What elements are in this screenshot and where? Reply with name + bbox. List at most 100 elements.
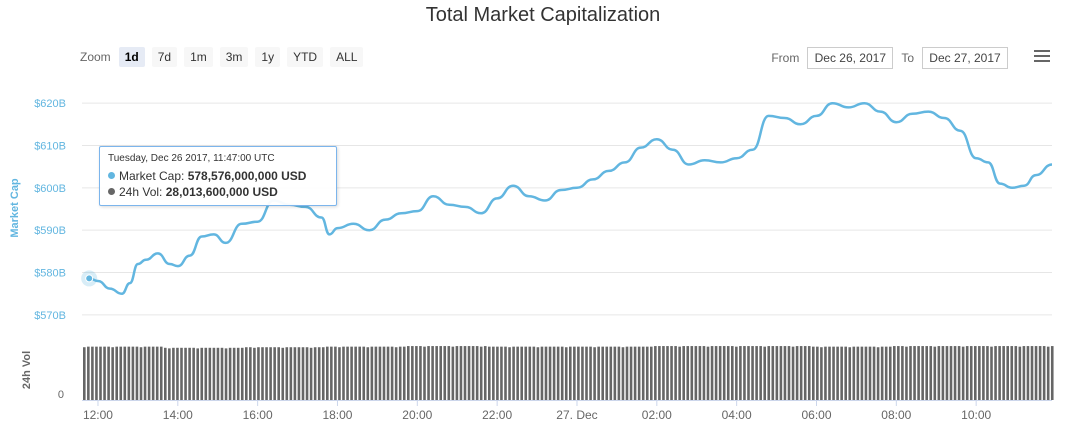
- x-tick-label: 20:00: [402, 408, 432, 422]
- volume-bar: [844, 346, 847, 400]
- from-date-input[interactable]: Dec 26, 2017: [807, 47, 894, 69]
- to-date-input[interactable]: Dec 27, 2017: [922, 47, 1008, 69]
- x-tick-label: 16:00: [243, 408, 273, 422]
- volume-bar: [820, 347, 823, 400]
- volume-bar: [1022, 346, 1026, 400]
- volume-bar: [1002, 346, 1005, 400]
- y-tick-label: $570B: [34, 310, 66, 322]
- volume-bar: [212, 347, 216, 400]
- volume-bar: [848, 347, 852, 400]
- volume-bar: [621, 347, 625, 400]
- zoom-button-all[interactable]: ALL: [330, 47, 364, 67]
- volume-bar: [654, 346, 657, 400]
- volume-bar: [305, 347, 309, 400]
- volume-bar: [309, 347, 313, 400]
- volume-bar: [662, 346, 665, 400]
- volume-bar: [471, 346, 475, 400]
- volume-bar: [937, 346, 941, 400]
- from-label: From: [771, 51, 800, 65]
- volume-bar: [629, 346, 633, 400]
- volume-bar: [103, 346, 106, 400]
- volume-bar: [164, 347, 167, 400]
- volume-bar: [435, 346, 438, 400]
- volume-bar: [998, 346, 1001, 400]
- volume-bar: [641, 346, 645, 400]
- hover-point[interactable]: [85, 274, 94, 283]
- volume-bar: [836, 346, 839, 400]
- volume-bar: [990, 346, 993, 400]
- tooltip-date: Tuesday, Dec 26 2017, 11:47:00 UTC: [108, 153, 275, 164]
- volume-bar: [812, 346, 815, 400]
- x-tick-label: 12:00: [83, 408, 113, 422]
- zoom-button-1d[interactable]: 1d: [118, 47, 145, 67]
- volume-bar: [755, 346, 758, 400]
- volume-bar: [747, 346, 750, 400]
- volume-bar: [378, 346, 382, 400]
- volume-bar: [257, 347, 260, 400]
- volume-bar: [678, 346, 681, 400]
- volume-bar: [698, 346, 702, 400]
- volume-bar: [479, 346, 483, 400]
- volume-bar: [374, 346, 378, 400]
- volume-bar: [573, 346, 576, 400]
- volume-bar: [735, 346, 738, 400]
- x-tick-label: 27. Dec: [556, 408, 597, 422]
- volume-bar: [1046, 346, 1050, 400]
- volume-bar: [265, 347, 268, 400]
- volume-bar: [945, 346, 949, 400]
- x-tick-label: 22:00: [482, 408, 512, 422]
- volume-bar: [532, 346, 536, 400]
- volume-bar: [516, 346, 519, 400]
- volume-bar: [342, 346, 345, 400]
- volume-bar: [564, 347, 568, 400]
- volume-bar: [488, 346, 491, 400]
- volume-bar: [301, 347, 305, 400]
- volume-bar: [901, 346, 904, 400]
- volume-bar: [176, 347, 179, 400]
- volume-bar: [245, 347, 248, 400]
- volume-bar: [224, 348, 228, 400]
- hamburger-menu-icon[interactable]: [1034, 50, 1050, 64]
- volume-bar: [718, 346, 722, 400]
- volume-bar: [544, 346, 548, 400]
- volume-bar: [155, 346, 159, 400]
- volume-bar: [961, 346, 965, 400]
- x-tick-label: 04:00: [722, 408, 752, 422]
- volume-bar: [423, 346, 426, 400]
- volume-bar: [524, 346, 528, 400]
- volume-bar: [569, 346, 572, 400]
- volume-bar: [204, 347, 208, 400]
- volume-bar: [346, 346, 349, 400]
- volume-bar: [828, 346, 831, 400]
- volume-bar: [1038, 346, 1042, 400]
- tooltip: Tuesday, Dec 26 2017, 11:47:00 UTC Marke…: [99, 146, 337, 206]
- volume-bar: [666, 346, 669, 400]
- volume-bar: [115, 346, 118, 400]
- zoom-button-1y[interactable]: 1y: [255, 47, 281, 67]
- volume-bar: [431, 346, 434, 400]
- volume-bar: [625, 346, 629, 400]
- volume-bar: [180, 347, 183, 400]
- zoom-button-ytd[interactable]: YTD: [287, 47, 324, 67]
- chart-title: Total Market Capitalization: [425, 4, 661, 26]
- zoom-bar: Zoom 1d 7d 1m 3m 1y YTD ALL: [80, 46, 370, 68]
- y-tick-label: $590B: [34, 225, 66, 237]
- volume-bar: [1006, 346, 1009, 400]
- volume-bar: [447, 346, 451, 400]
- volume-bar: [1034, 346, 1038, 400]
- volume-bar: [767, 346, 771, 400]
- volume-bar: [601, 346, 604, 400]
- zoom-button-3m[interactable]: 3m: [219, 47, 249, 67]
- volume-bar: [123, 346, 127, 400]
- zoom-button-1m[interactable]: 1m: [184, 47, 213, 67]
- zoom-button-7d[interactable]: 7d: [151, 47, 178, 67]
- volume-bar: [577, 346, 580, 400]
- volume-bar: [893, 346, 896, 400]
- volume-bar: [933, 346, 937, 400]
- market-cap-line: [89, 101, 1053, 295]
- volume-bar: [281, 347, 285, 400]
- volume-bar: [897, 346, 900, 400]
- volume-axis-title: 24h Vol: [21, 351, 33, 389]
- volume-bar: [791, 346, 795, 400]
